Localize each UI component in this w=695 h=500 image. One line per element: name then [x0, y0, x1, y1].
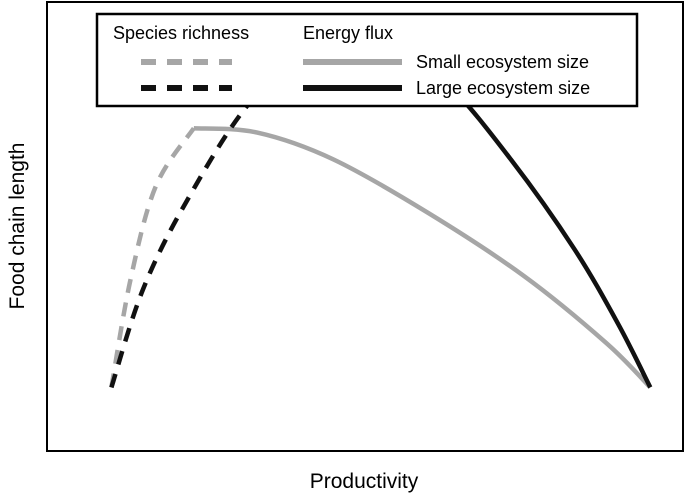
legend-header-species-richness: Species richness: [113, 23, 249, 43]
legend: Species richness Energy flux Small ecosy…: [95, 12, 639, 108]
x-axis-label: Productivity: [310, 470, 419, 493]
legend-header-energy-flux: Energy flux: [303, 23, 393, 43]
series-small-species-richness-dashed-line: [109, 126, 196, 388]
legend-label-small: Small ecosystem size: [416, 52, 589, 72]
legend-label-large: Large ecosystem size: [416, 78, 590, 98]
y-axis-label: Food chain length: [6, 143, 29, 310]
series-small-energy-flux-solid-line: [193, 125, 652, 389]
plot-frame: [46, 1, 684, 452]
